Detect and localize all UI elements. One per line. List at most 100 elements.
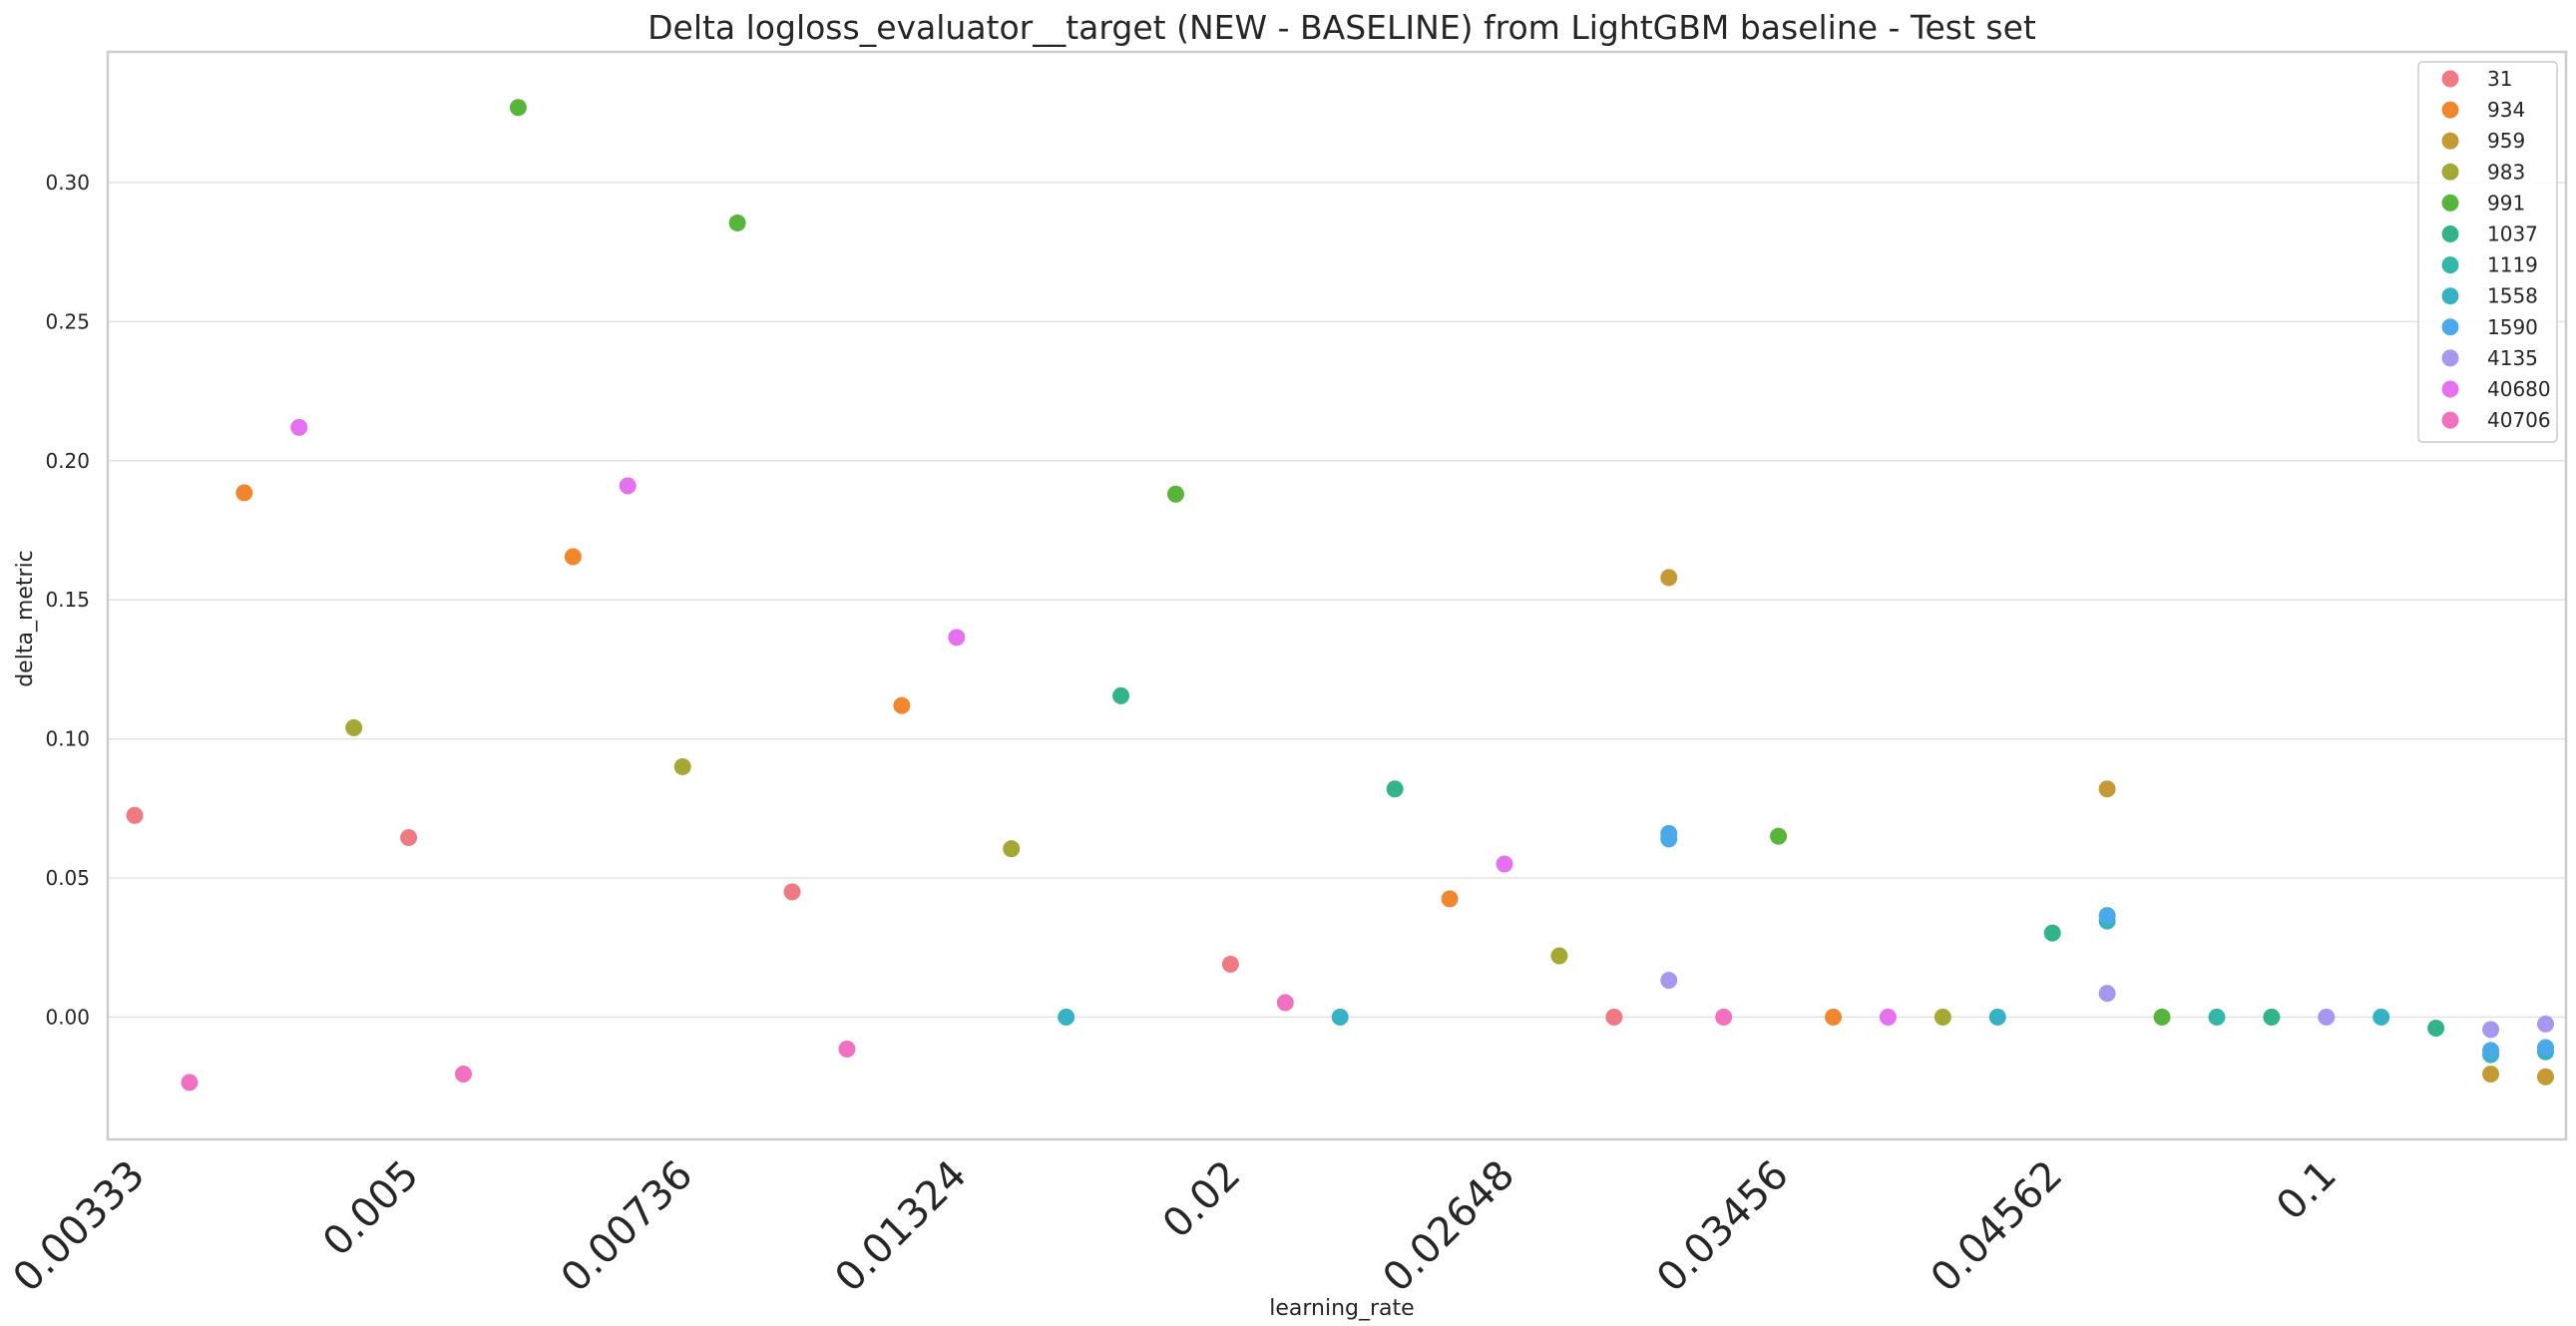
legend-box xyxy=(2417,61,2558,443)
legend-label: 983 xyxy=(2487,160,2525,184)
data-point-959 xyxy=(1660,569,1678,587)
legend-label: 31 xyxy=(2487,67,2512,91)
y-tick-label: 0.00 xyxy=(45,1005,90,1029)
legend-marker xyxy=(2441,380,2459,398)
legend-label: 1037 xyxy=(2487,222,2538,246)
data-point-40680 xyxy=(948,629,966,647)
data-point-983 xyxy=(1550,947,1568,965)
data-point-991 xyxy=(509,99,527,117)
x-tick-label: 0.005 xyxy=(314,1152,428,1266)
legend-marker xyxy=(2441,132,2459,150)
legend-label: 1590 xyxy=(2487,315,2538,339)
data-point-31 xyxy=(1605,1008,1623,1026)
data-point-1558 xyxy=(1988,1008,2006,1026)
x-tick-label: 0.01324 xyxy=(826,1152,975,1301)
data-point-4135 xyxy=(2536,1015,2554,1033)
legend-marker xyxy=(2441,349,2459,367)
data-point-40706 xyxy=(455,1065,473,1083)
data-point-934 xyxy=(235,484,253,502)
data-point-1037 xyxy=(1386,780,1404,798)
legend-label: 934 xyxy=(2487,98,2525,122)
data-point-934 xyxy=(893,696,911,714)
data-point-1590 xyxy=(1660,830,1678,848)
data-point-40680 xyxy=(1496,855,1513,873)
data-point-4135 xyxy=(2482,1021,2500,1039)
data-point-983 xyxy=(345,718,363,736)
x-tick-label: 0.00333 xyxy=(5,1152,154,1301)
data-point-934 xyxy=(1441,890,1459,908)
data-point-934 xyxy=(564,548,582,566)
legend-label: 1119 xyxy=(2487,253,2538,277)
y-tick-label: 0.30 xyxy=(45,171,90,195)
data-point-991 xyxy=(1166,485,1184,503)
x-axis-label: learning_rate xyxy=(1269,1296,1414,1321)
data-point-40706 xyxy=(1715,1008,1733,1026)
x-tick-label: 0.02 xyxy=(1154,1152,1250,1248)
data-point-983 xyxy=(1003,840,1021,858)
data-point-1037 xyxy=(2427,1019,2445,1037)
legend-label: 991 xyxy=(2487,191,2525,215)
legend: 31 934 959 983 991 1037 1119 1558 1590 4135 40680 4… xyxy=(2417,61,2558,443)
y-tick-label: 0.20 xyxy=(45,449,90,473)
x-axis-ticks: 0.00333 0.005 0.00736 0.01324 0.02 0.02648 0.0… xyxy=(5,1152,2346,1301)
data-point-40706 xyxy=(1276,994,1294,1012)
y-tick-label: 0.15 xyxy=(45,588,90,612)
legend-marker xyxy=(2441,101,2459,119)
legend-marker xyxy=(2441,256,2459,274)
legend-label: 40706 xyxy=(2487,408,2551,432)
x-tick-label: 0.02648 xyxy=(1375,1152,1523,1301)
data-points xyxy=(126,99,2554,1092)
legend-marker xyxy=(2441,411,2459,429)
data-point-1558 xyxy=(1331,1008,1349,1026)
legend-marker xyxy=(2441,287,2459,305)
legend-marker xyxy=(2441,163,2459,181)
x-tick-label: 0.03456 xyxy=(1648,1152,1797,1301)
data-point-991 xyxy=(1770,827,1788,845)
data-point-1590 xyxy=(2536,1039,2554,1057)
data-point-40706 xyxy=(838,1040,856,1058)
legend-marker xyxy=(2441,70,2459,88)
data-point-1558 xyxy=(2372,1008,2390,1026)
y-tick-label: 0.25 xyxy=(45,309,90,333)
data-point-1037 xyxy=(1112,686,1130,704)
legend-label: 959 xyxy=(2487,129,2525,153)
legend-marker xyxy=(2441,318,2459,336)
legend-marker xyxy=(2441,225,2459,242)
data-point-959 xyxy=(2536,1068,2554,1086)
data-point-959 xyxy=(2098,780,2116,798)
y-axis-ticks: 0.00 0.05 0.10 0.15 0.20 0.25 0.30 xyxy=(45,171,90,1029)
data-point-40680 xyxy=(1879,1008,1897,1026)
legend-label: 40680 xyxy=(2487,377,2551,401)
chart-title: Delta logloss_evaluator__target (NEW - B… xyxy=(647,8,2036,47)
data-point-1590 xyxy=(2098,907,2116,925)
data-point-1119 xyxy=(2208,1008,2226,1026)
data-point-4135 xyxy=(1660,972,1678,990)
legend-marker xyxy=(2441,194,2459,212)
y-tick-label: 0.10 xyxy=(45,727,90,751)
data-point-983 xyxy=(1933,1008,1951,1026)
data-point-991 xyxy=(728,214,746,231)
data-point-1590 xyxy=(2482,1042,2500,1060)
data-point-959 xyxy=(2482,1065,2500,1083)
data-point-983 xyxy=(673,757,691,775)
data-point-40680 xyxy=(619,477,637,495)
x-tick-label: 0.04562 xyxy=(1923,1152,2071,1301)
data-point-934 xyxy=(1825,1008,1843,1026)
data-point-1037 xyxy=(2043,924,2061,942)
data-point-31 xyxy=(400,829,418,847)
y-tick-label: 0.05 xyxy=(45,866,90,890)
data-point-4135 xyxy=(2098,985,2116,1003)
x-tick-label: 0.1 xyxy=(2268,1152,2346,1230)
data-point-1037 xyxy=(2263,1008,2281,1026)
data-point-1558 xyxy=(1058,1008,1075,1026)
data-point-40680 xyxy=(290,418,308,436)
x-tick-label: 0.00736 xyxy=(553,1152,701,1301)
plot-frame xyxy=(106,50,2568,1141)
legend-label: 1558 xyxy=(2487,284,2538,308)
data-point-31 xyxy=(126,806,144,824)
data-point-31 xyxy=(1221,955,1239,973)
data-point-31 xyxy=(783,883,801,901)
y-axis-label: delta_metric xyxy=(13,550,38,687)
data-point-4135 xyxy=(2318,1008,2336,1026)
